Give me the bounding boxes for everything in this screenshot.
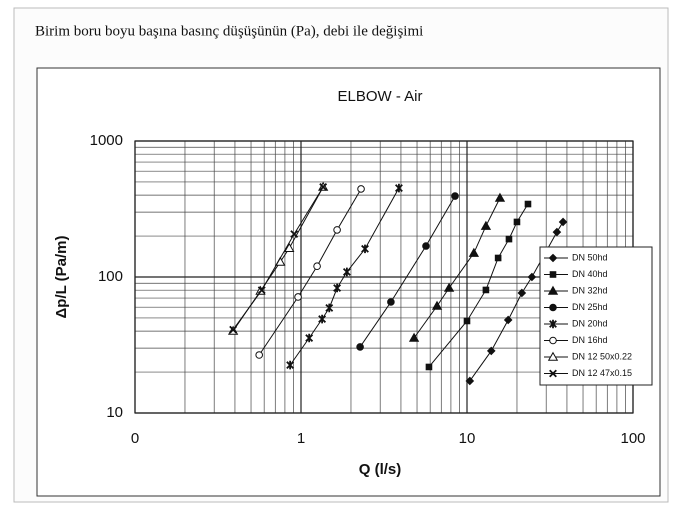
marker	[325, 303, 334, 313]
legend-box	[539, 246, 653, 386]
marker	[286, 360, 295, 370]
marker	[494, 254, 502, 262]
marker	[505, 235, 513, 243]
legend-label: DN 20hd	[572, 318, 608, 328]
marker	[558, 217, 568, 227]
x-axis-label: Q (l/s)	[359, 461, 402, 478]
marker	[468, 247, 480, 257]
legend-label: DN 32hd	[572, 285, 608, 295]
marker	[294, 293, 302, 301]
marker	[357, 185, 365, 193]
legend-label: DN 50hd	[572, 252, 608, 262]
marker	[290, 230, 299, 238]
marker	[425, 363, 433, 371]
legend-label: DN 16hd	[572, 335, 608, 345]
y-tick-label: 100	[98, 268, 123, 285]
marker	[548, 253, 558, 263]
marker	[486, 346, 496, 356]
marker	[422, 242, 430, 250]
marker	[549, 319, 557, 329]
marker	[394, 183, 403, 193]
heading: Birim boru boyu başına basınç düşüşünün …	[35, 23, 423, 39]
marker	[549, 369, 557, 378]
marker	[451, 192, 459, 200]
marker	[361, 244, 369, 254]
series-line	[413, 197, 501, 339]
legend-label: DN 12 50x0.22	[572, 351, 632, 361]
marker	[342, 267, 351, 277]
marker	[465, 376, 475, 386]
marker	[408, 332, 420, 342]
marker	[333, 283, 342, 293]
legend-label: DN 12 47x0.15	[572, 368, 632, 378]
x-tick-label: 0	[131, 430, 139, 447]
marker	[305, 333, 314, 343]
series-line	[359, 195, 456, 348]
marker	[547, 285, 559, 295]
marker	[480, 220, 492, 230]
marker	[356, 343, 364, 351]
marker	[527, 272, 537, 282]
marker	[463, 317, 471, 325]
marker	[284, 242, 295, 252]
x-tick-label: 100	[620, 430, 645, 447]
marker	[552, 227, 562, 237]
series-line	[232, 186, 324, 330]
marker	[257, 286, 266, 295]
marker	[431, 300, 443, 310]
y-tick-label: 10	[106, 404, 123, 421]
x-tick-label: 1	[297, 430, 305, 447]
marker	[313, 262, 321, 271]
y-tick-label: 1000	[90, 132, 123, 149]
marker	[229, 325, 238, 334]
marker	[549, 336, 557, 345]
marker	[549, 303, 557, 312]
marker	[319, 183, 328, 191]
marker	[387, 298, 395, 306]
marker	[503, 315, 513, 325]
marker	[524, 200, 532, 208]
marker	[443, 282, 455, 292]
y-axis-label: Δp/L (Pa/m)	[53, 235, 70, 318]
marker	[494, 192, 506, 202]
marker	[318, 314, 327, 324]
marker	[513, 218, 521, 226]
x-tick-label: 10	[459, 430, 476, 447]
marker	[255, 351, 263, 359]
marker	[549, 271, 557, 278]
marker	[333, 226, 341, 234]
legend-label: DN 25hd	[572, 302, 608, 312]
marker	[517, 288, 527, 298]
legend-label: DN 40hd	[572, 269, 608, 279]
marker	[547, 351, 559, 361]
chart-title: ELBOW - Air	[337, 88, 422, 105]
marker	[482, 286, 490, 294]
